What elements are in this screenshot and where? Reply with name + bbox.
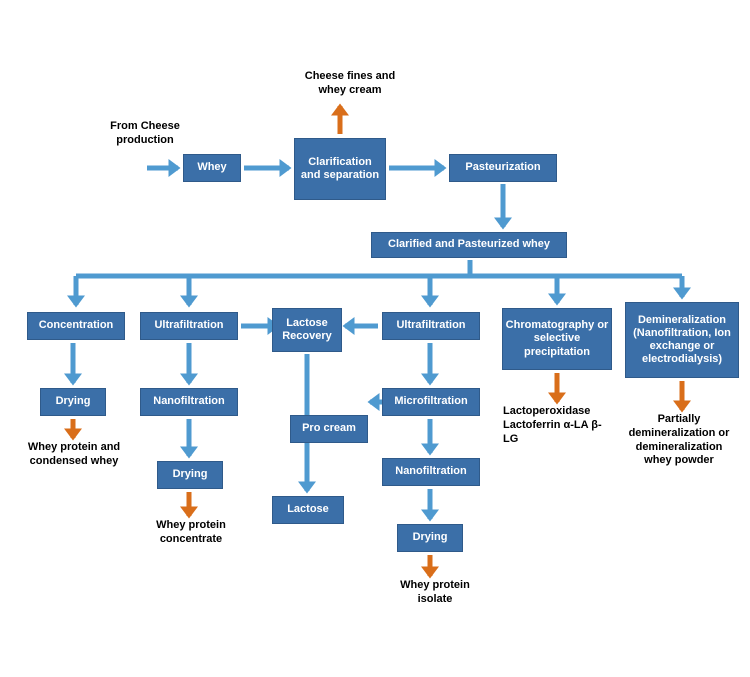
node-nanof1: Nanofiltration <box>140 388 238 416</box>
node-pasteur: Pasteurization <box>449 154 557 182</box>
node-drying2: Drying <box>157 461 223 489</box>
node-drying1: Drying <box>40 388 106 416</box>
node-microf: Microfiltration <box>382 388 480 416</box>
node-chromat: Chromatography or selective precipitatio… <box>502 308 612 370</box>
node-concentration: Concentration <box>27 312 125 340</box>
lbl_whey_cond: Whey protein and condensed whey <box>24 441 124 469</box>
node-ultraf1: Ultrafiltration <box>140 312 238 340</box>
node-nanof2: Nanofiltration <box>382 458 480 486</box>
lbl_from_cheese: From Cheese production <box>100 120 190 148</box>
node-ultraf2: Ultrafiltration <box>382 312 480 340</box>
lbl_whey_conc: Whey protein concentrate <box>145 519 237 547</box>
node-pro_cream: Pro cream <box>290 415 368 443</box>
node-drying3: Drying <box>397 524 463 552</box>
lbl_whey_isolate: Whey protein isolate <box>389 579 481 607</box>
node-clarif: Clarification and separation <box>294 138 386 200</box>
node-lactose: Lactose <box>272 496 344 524</box>
node-whey: Whey <box>183 154 241 182</box>
node-clar_past_whey: Clarified and Pasteurized whey <box>371 232 567 258</box>
lbl_cheese_fines: Cheese fines and whey cream <box>290 70 410 98</box>
lbl_chrom_out: Lactoperoxidase Lactoferrin α-LA β-LG <box>503 405 613 446</box>
node-demin: Demineralization (Nanofiltration, Ion ex… <box>625 302 739 378</box>
node-lac_recov: Lactose Recovery <box>272 308 342 352</box>
lbl_demin_out: Partially demineralization or deminerali… <box>621 413 737 468</box>
